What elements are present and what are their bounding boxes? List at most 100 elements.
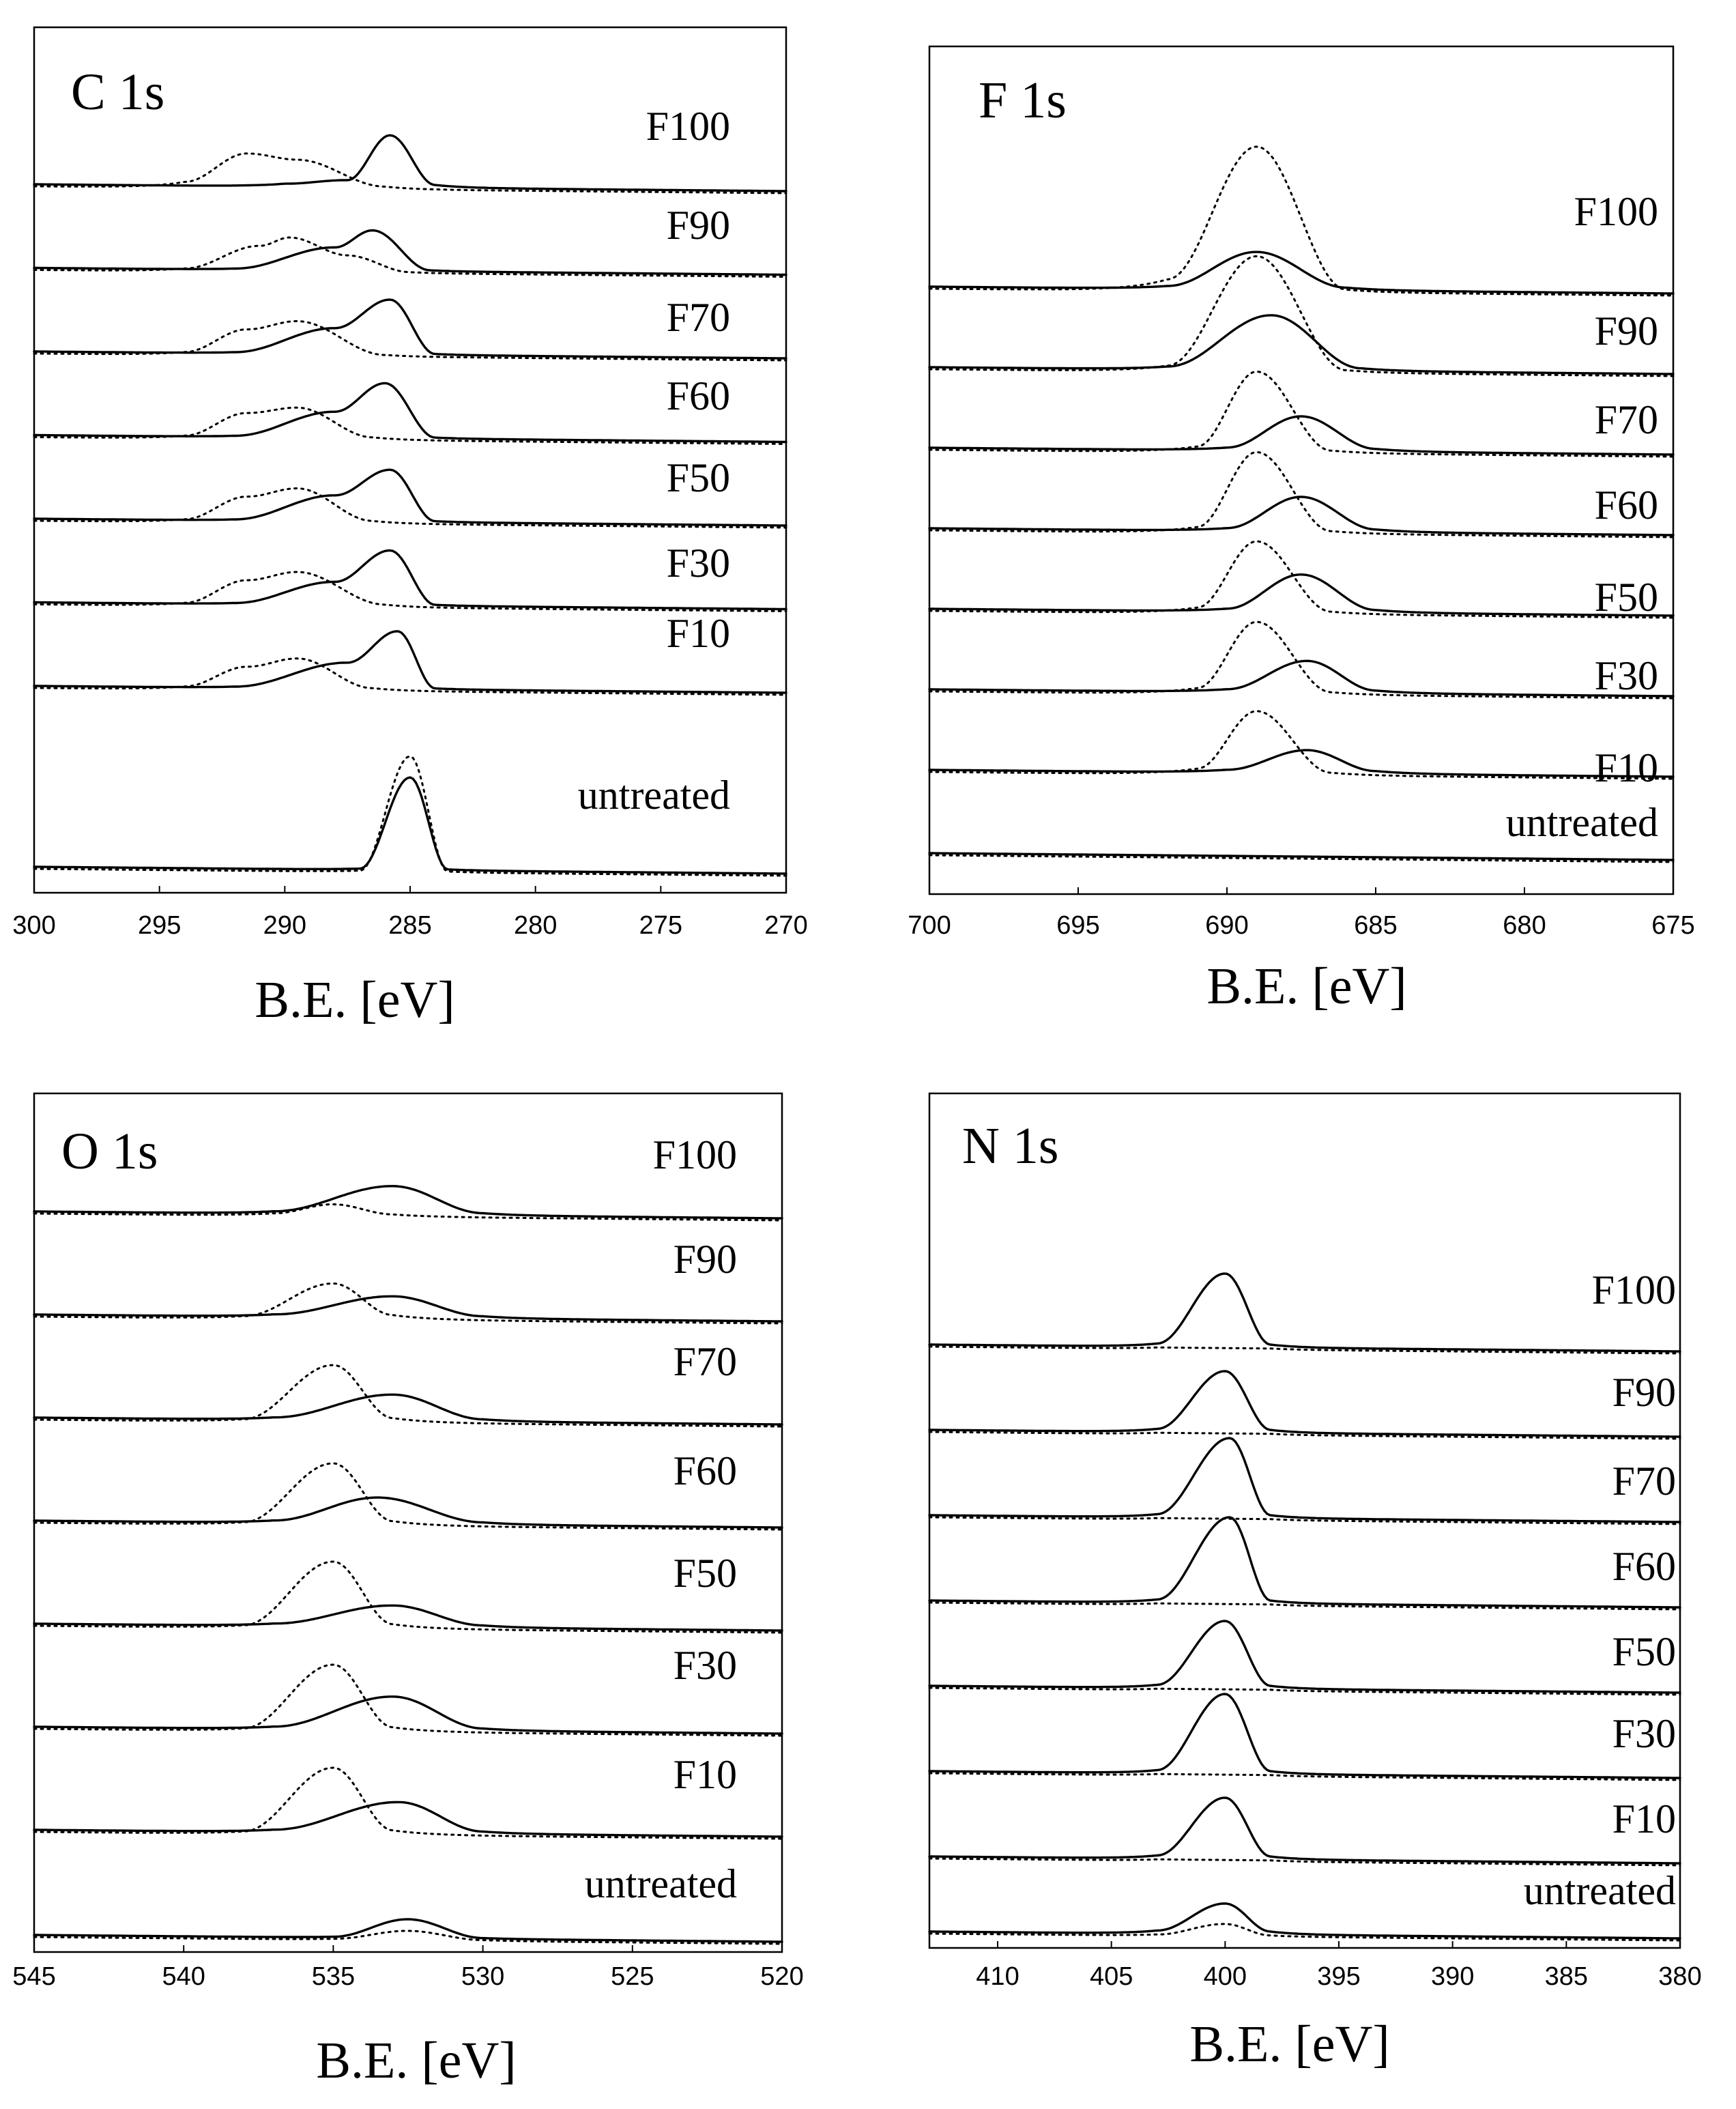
x-axis-title: B.E. [eV] (1206, 958, 1406, 1015)
series-label-F90: F90 (667, 203, 730, 248)
series-F30-solid-line (33, 1695, 783, 1735)
series-label-F70: F70 (674, 1339, 737, 1384)
series-F60-dotted-line (33, 406, 787, 445)
series-label-untreated: untreated (578, 773, 730, 818)
series-untreated-dotted-line (928, 1923, 1681, 1942)
series-F90-dotted-line (33, 236, 787, 278)
series-F70-dotted-line (928, 1516, 1681, 1525)
series-untreated-dotted-line (33, 755, 787, 877)
series-label-F70: F70 (1612, 1459, 1676, 1504)
series-label-F10: F10 (674, 1752, 737, 1797)
series-F70-dotted-line (33, 1364, 783, 1428)
series-F70-solid-line (928, 1437, 1681, 1523)
x-tick-label: 545 (12, 1962, 55, 1991)
series-F70-dotted-line (33, 319, 787, 362)
series-label-F100: F100 (653, 1132, 737, 1177)
series-F60-solid-line (928, 1516, 1681, 1609)
series-F70-solid-line (928, 415, 1675, 456)
x-tick-label: 275 (639, 911, 682, 940)
x-axis-title: B.E. [eV] (255, 971, 454, 1029)
x-tick-label: 695 (1056, 911, 1099, 940)
series-F90-dotted-line (928, 1431, 1681, 1440)
series-label-F30: F30 (674, 1643, 737, 1688)
x-tick-label: 525 (611, 1962, 654, 1991)
series-F10-dotted-line (928, 710, 1675, 780)
panel-title: C 1s (71, 63, 164, 121)
x-tick-label: 270 (764, 911, 807, 940)
series-F60-dotted-line (928, 1601, 1681, 1611)
series-F10-solid-line (928, 749, 1675, 778)
x-tick-label: 380 (1658, 1962, 1701, 1991)
series-label-F30: F30 (1612, 1711, 1676, 1756)
series-F30-dotted-line (33, 571, 787, 612)
series-F60-dotted-line (33, 1462, 783, 1531)
series-label-F90: F90 (1612, 1370, 1676, 1415)
series-F100-dotted-line (928, 145, 1675, 297)
series-F10-solid-line (928, 1796, 1681, 1865)
x-tick-label: 300 (12, 911, 55, 940)
series-label-F30: F30 (667, 541, 730, 586)
panel-n1s: N 1s B.E. [eV] F100 F90 F70 F60 F50 F30 F10 unt… (928, 1092, 1702, 2073)
series-F90-dotted-line (33, 1282, 783, 1325)
x-tick-label: 285 (388, 911, 431, 940)
x-tick-label: 280 (514, 911, 557, 940)
series-F10-dotted-line (928, 1857, 1681, 1867)
panel-title: N 1s (962, 1117, 1058, 1175)
series-F50-solid-line (928, 1620, 1681, 1694)
series-F50-dotted-line (928, 1687, 1681, 1696)
series-F100-dotted-line (33, 1203, 783, 1222)
series-label-F50: F50 (1612, 1629, 1676, 1674)
series-label-F60: F60 (1595, 483, 1658, 528)
series-label-F50: F50 (667, 455, 730, 500)
x-tick-label: 690 (1205, 911, 1248, 940)
series-F70-solid-line (33, 1393, 783, 1426)
panel-o1s: O 1s B.E. [eV] F100 F90 F70 F60 F50 F30 F10 unt… (12, 1092, 804, 2089)
series-untreated-dotted-line (33, 1929, 783, 1945)
series-label-F90: F90 (1595, 309, 1658, 354)
series-F50-dotted-line (33, 1560, 783, 1634)
x-tick-label: 530 (461, 1962, 504, 1991)
series-label-F100: F100 (646, 104, 730, 149)
x-axis-title: B.E. [eV] (316, 2032, 516, 2089)
series-F100-solid-line (928, 250, 1675, 295)
series-F30-solid-line (928, 1693, 1681, 1779)
x-tick-label: 520 (760, 1962, 803, 1991)
series-F30-dotted-line (928, 620, 1675, 700)
x-tick-label: 390 (1431, 1962, 1474, 1991)
series-label-F60: F60 (674, 1448, 737, 1493)
series-label-F100: F100 (1574, 189, 1658, 234)
series-label-untreated: untreated (1506, 800, 1658, 845)
series-F50-solid-line (928, 573, 1675, 617)
series-F10-dotted-line (33, 657, 787, 696)
series-F10-dotted-line (33, 1766, 783, 1840)
series-label-F10: F10 (1595, 745, 1658, 790)
series-F60-solid-line (928, 496, 1675, 536)
x-tick-label: 535 (312, 1962, 355, 1991)
series-F60-dotted-line (928, 450, 1675, 539)
series-label-F60: F60 (667, 373, 730, 418)
x-tick-label: 385 (1545, 1962, 1588, 1991)
plot-frame (928, 45, 1675, 895)
series-F100-dotted-line (33, 152, 787, 195)
series-F90-solid-line (928, 1370, 1681, 1438)
series-label-untreated: untreated (585, 1861, 737, 1906)
series-untreated-solid-line (928, 852, 1675, 861)
series-F90-solid-line (928, 314, 1675, 375)
x-tick-label: 700 (908, 911, 951, 940)
series-untreated-solid-line (33, 1918, 783, 1943)
x-tick-label: 405 (1090, 1962, 1133, 1991)
series-F90-dotted-line (928, 255, 1675, 377)
series-label-F70: F70 (667, 295, 730, 340)
series-label-untreated: untreated (1524, 1868, 1676, 1913)
series-F50-dotted-line (928, 540, 1675, 619)
series-F30-solid-line (928, 659, 1675, 698)
x-tick-label: 540 (162, 1962, 205, 1991)
x-tick-label: 675 (1651, 911, 1694, 940)
series-label-F30: F30 (1595, 653, 1658, 698)
series-label-F100: F100 (1592, 1267, 1676, 1312)
series-F50-dotted-line (33, 487, 787, 529)
series-F30-dotted-line (33, 1663, 783, 1737)
series-label-F90: F90 (674, 1237, 737, 1282)
x-tick-label: 400 (1204, 1962, 1247, 1991)
series-label-F10: F10 (667, 611, 730, 656)
